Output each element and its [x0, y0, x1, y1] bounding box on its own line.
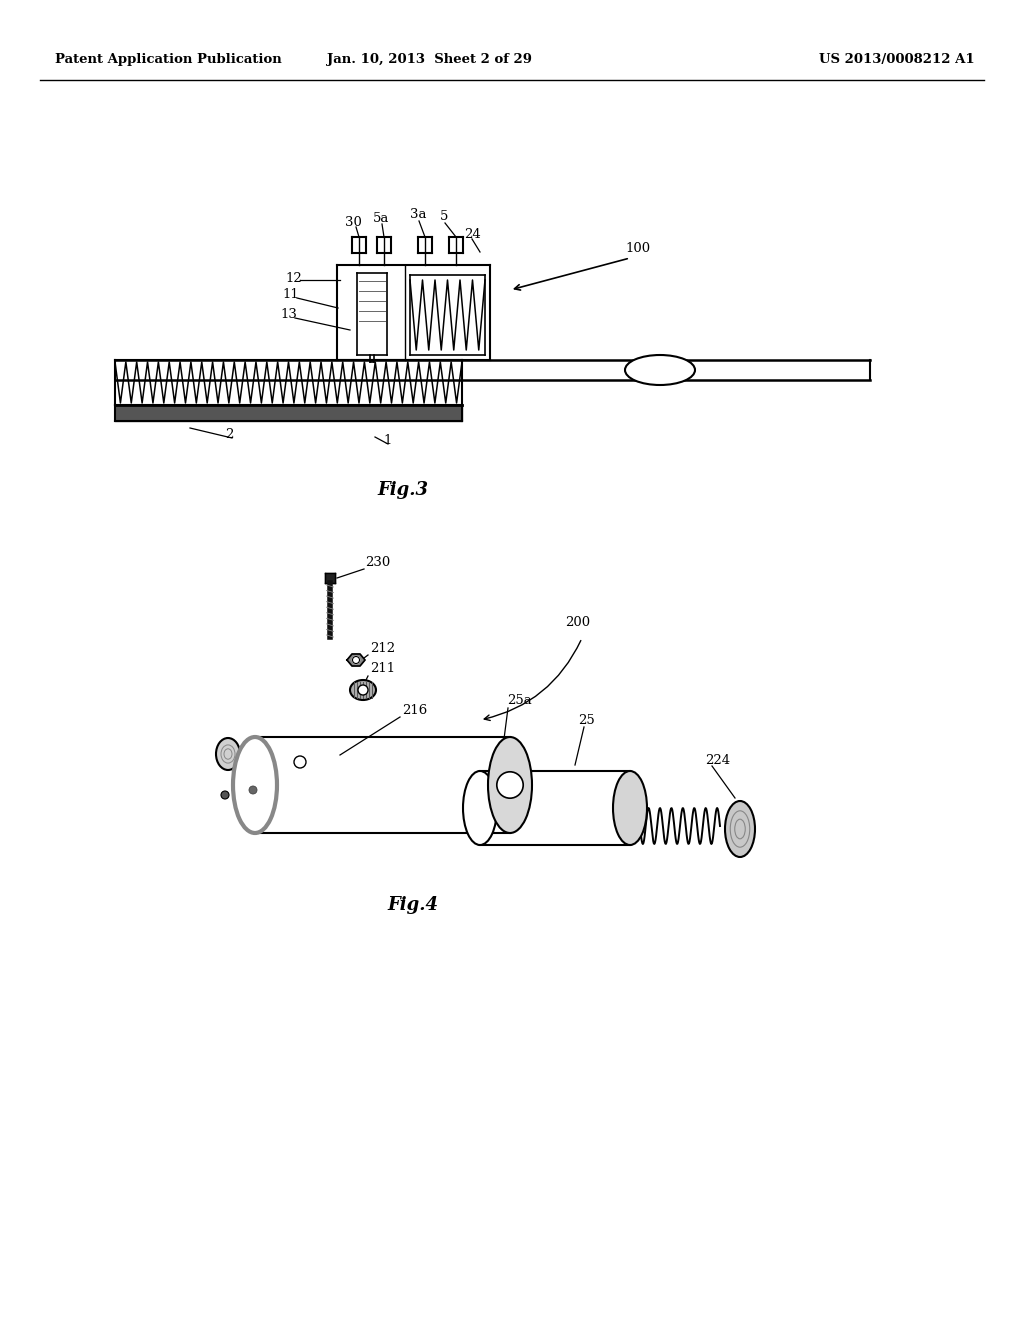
Ellipse shape	[613, 771, 647, 845]
Text: 5: 5	[440, 210, 449, 223]
Ellipse shape	[625, 355, 695, 385]
Text: 24: 24	[464, 227, 480, 240]
Ellipse shape	[233, 737, 278, 833]
Text: 224: 224	[705, 754, 730, 767]
Text: 3a: 3a	[410, 209, 427, 222]
Ellipse shape	[497, 772, 523, 799]
Text: 100: 100	[625, 242, 650, 255]
Text: 25a: 25a	[507, 693, 531, 706]
Text: 230: 230	[365, 557, 390, 569]
Ellipse shape	[463, 771, 497, 845]
Text: 5a: 5a	[373, 211, 389, 224]
Ellipse shape	[352, 656, 359, 664]
Text: 212: 212	[370, 642, 395, 655]
Circle shape	[352, 656, 359, 664]
Text: 25: 25	[578, 714, 595, 726]
Text: 12: 12	[285, 272, 302, 285]
Text: 211: 211	[370, 663, 395, 676]
Ellipse shape	[350, 680, 376, 700]
Text: 11: 11	[282, 289, 299, 301]
Text: US 2013/0008212 A1: US 2013/0008212 A1	[819, 54, 975, 66]
Ellipse shape	[216, 738, 240, 770]
Circle shape	[294, 756, 306, 768]
Text: 1: 1	[383, 433, 391, 446]
Ellipse shape	[725, 801, 755, 857]
Text: 200: 200	[565, 615, 590, 628]
Text: 30: 30	[345, 215, 361, 228]
Text: Fig.4: Fig.4	[387, 896, 438, 913]
Text: Patent Application Publication: Patent Application Publication	[55, 54, 282, 66]
Text: 216: 216	[402, 704, 427, 717]
Polygon shape	[347, 653, 365, 667]
Circle shape	[249, 785, 257, 795]
Text: Jan. 10, 2013  Sheet 2 of 29: Jan. 10, 2013 Sheet 2 of 29	[328, 54, 532, 66]
Text: Fig.3: Fig.3	[378, 480, 428, 499]
Ellipse shape	[488, 737, 532, 833]
Text: 2: 2	[225, 429, 233, 441]
Circle shape	[358, 685, 368, 696]
Text: 13: 13	[280, 309, 297, 322]
Circle shape	[221, 791, 229, 799]
